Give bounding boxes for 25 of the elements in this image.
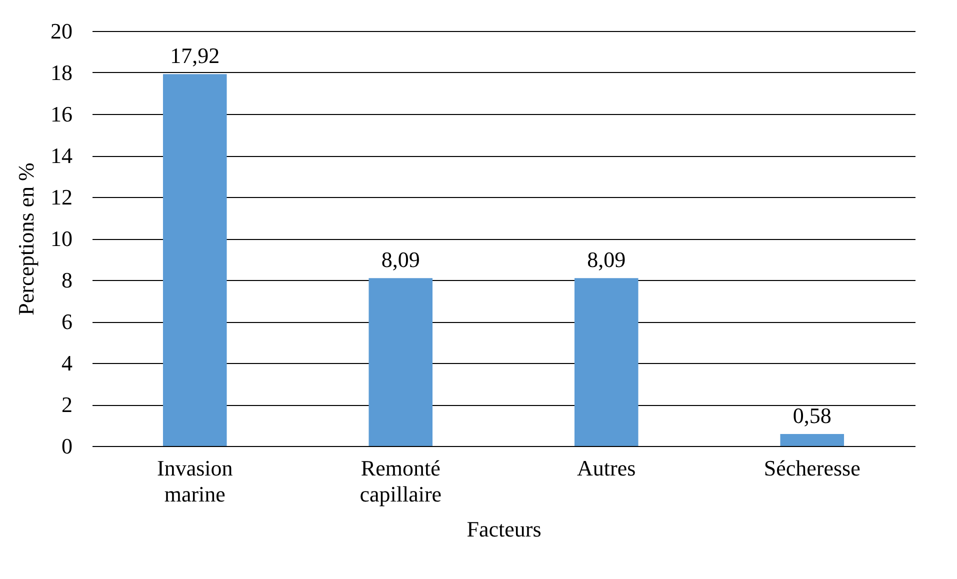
x-axis-title: Facteurs <box>466 516 542 542</box>
x-tick-label: Invasion marine <box>156 456 233 506</box>
data-label: 0,58 <box>792 402 832 428</box>
y-tick-label: 2 <box>62 392 72 417</box>
y-tick-label: 6 <box>62 309 72 334</box>
y-axis-title: Perceptions en % <box>14 162 38 316</box>
y-tick-label: 18 <box>50 60 72 85</box>
x-tick-label: Sécheresse <box>764 456 860 480</box>
data-label: 17,92 <box>170 43 220 68</box>
x-tick-label: Autres <box>577 456 636 480</box>
bar <box>780 434 844 446</box>
y-tick-label: 20 <box>50 18 72 44</box>
y-tick-label: 8 <box>62 268 72 292</box>
data-label: 8,09 <box>587 247 626 272</box>
bar <box>162 74 227 446</box>
data-label: 8,09 <box>381 247 420 272</box>
bar <box>574 278 638 446</box>
x-tick-label: Remonté capillaire <box>360 456 442 506</box>
y-tick-label: 12 <box>50 184 72 210</box>
bar <box>368 278 433 446</box>
y-tick-label: 4 <box>62 350 72 376</box>
y-tick-label: 0 <box>62 434 72 458</box>
y-tick-label: 14 <box>50 143 72 168</box>
y-tick-label: 16 <box>50 102 72 126</box>
y-tick-label: 10 <box>50 226 72 251</box>
